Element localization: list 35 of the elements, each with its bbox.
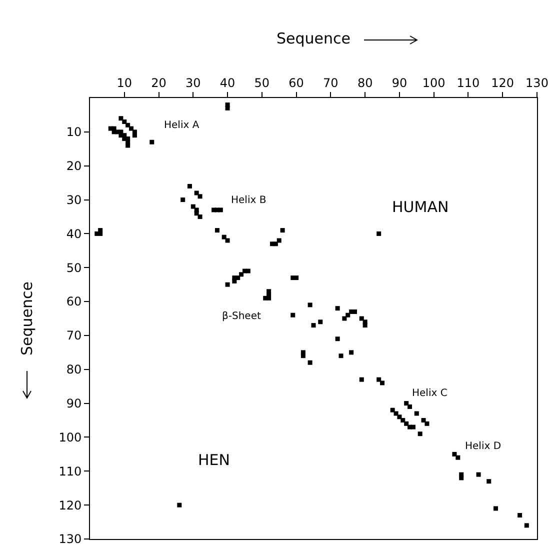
y-tick-label: 80 <box>66 362 82 377</box>
x-axis-title: Sequence <box>276 29 350 48</box>
y-tick-label: 60 <box>66 294 82 309</box>
y-tick-label: 50 <box>66 260 82 275</box>
annotation: β-Sheet <box>222 311 261 322</box>
y-tick-label: 20 <box>66 159 82 174</box>
y-tick-label: 100 <box>58 430 82 444</box>
y-tick-label: 90 <box>66 396 82 411</box>
x-tick-label: 110 <box>456 76 480 90</box>
annotation: Helix A <box>164 120 200 131</box>
y-tick-label: 120 <box>58 498 82 512</box>
x-tick-label: 130 <box>526 76 548 90</box>
x-tick-label: 40 <box>220 76 236 90</box>
x-tick-label: 100 <box>422 76 446 90</box>
y-tick-label: 110 <box>58 464 82 478</box>
x-tick-label: 70 <box>323 76 338 90</box>
annotation: HUMAN <box>392 198 449 216</box>
x-tick-label: 30 <box>186 76 201 90</box>
y-tick-label: 70 <box>66 328 82 343</box>
y-tick-label: 130 <box>58 532 82 546</box>
x-tick-label: 50 <box>254 76 270 90</box>
annotation: Helix B <box>231 195 266 206</box>
x-tick-label: 80 <box>357 76 373 90</box>
annotation: Helix C <box>412 388 448 399</box>
x-tick-label: 20 <box>151 76 166 90</box>
x-tick-label: 10 <box>116 76 132 90</box>
annotation: Helix D <box>465 441 502 452</box>
x-tick-label: 60 <box>288 76 304 90</box>
y-tick-label: 10 <box>66 125 82 140</box>
y-tick-label: 30 <box>66 192 82 207</box>
y-axis-title: Sequence <box>18 282 36 356</box>
annotation: HEN <box>198 451 230 469</box>
y-tick-label: 40 <box>66 226 82 241</box>
x-tick-label: 90 <box>392 76 408 90</box>
x-tick-label: 120 <box>491 76 514 90</box>
